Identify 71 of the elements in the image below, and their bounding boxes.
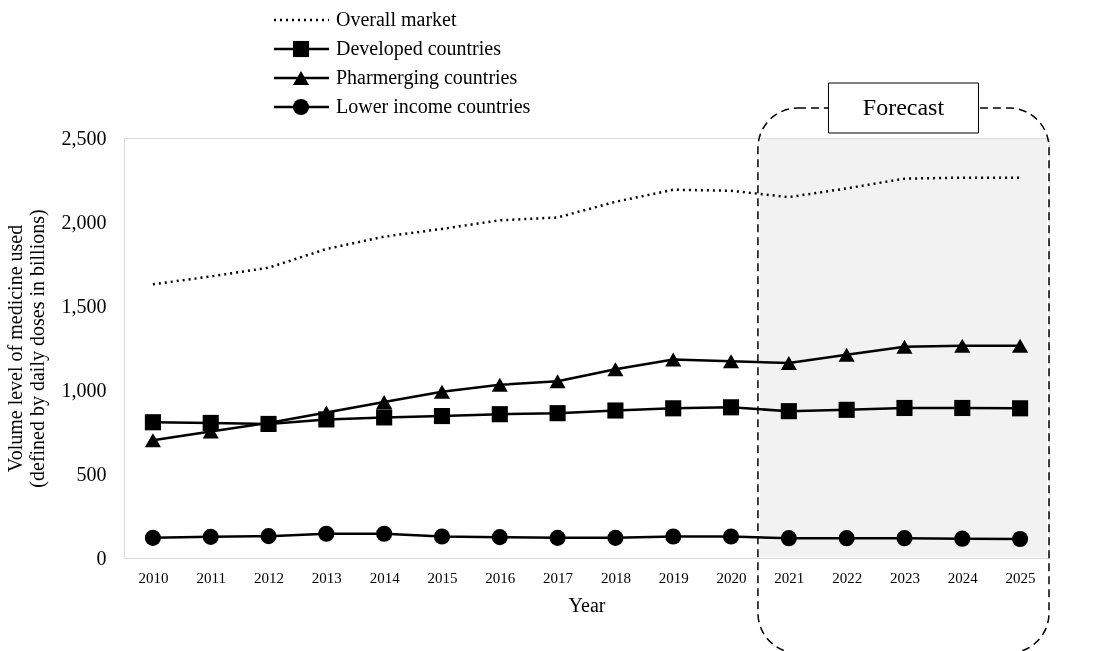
point (954, 530, 971, 547)
x-tick-label: 2023 (889, 569, 920, 586)
band-label: Forecast (862, 94, 945, 120)
point (491, 406, 508, 423)
x-tick-label: 2024 (947, 569, 979, 586)
x-tick-label: 2022 (832, 569, 863, 586)
point (780, 355, 797, 370)
legend-label: Overall market (336, 8, 457, 30)
y-tick-label: 2,000 (61, 210, 107, 233)
point (144, 414, 161, 431)
point (376, 409, 393, 426)
point (376, 525, 393, 542)
point (896, 399, 913, 417)
x-tick-label: 2025 (1005, 569, 1036, 586)
x-tick-label: 2017 (543, 569, 574, 586)
point (433, 407, 451, 425)
x-tick-label: 2019 (658, 569, 689, 586)
point (607, 402, 624, 419)
point (433, 528, 451, 545)
point (376, 395, 393, 410)
legend-label: Lower income countries (336, 95, 531, 117)
point (838, 530, 855, 547)
point (1012, 530, 1029, 548)
point (144, 433, 161, 448)
point (318, 525, 335, 542)
y-tick-label: 2,500 (61, 126, 107, 149)
y-tick-label: 1,500 (61, 294, 107, 317)
y-tick-label: 1,000 (61, 378, 107, 401)
point (549, 374, 566, 389)
x-tick-label: 2016 (485, 569, 516, 586)
point (722, 399, 740, 416)
point (260, 528, 277, 545)
point (433, 384, 451, 399)
x-tick-label: 2015 (427, 569, 458, 586)
legend-label: Developed countries (336, 37, 502, 60)
y-axis-title: Volume level of medicine used (defined by daily doses in billions) (3, 209, 49, 488)
x-tick-label: 2011 (196, 569, 226, 586)
point (549, 529, 566, 546)
point (202, 528, 219, 545)
point (549, 405, 566, 422)
y-tick-label: 500 (76, 462, 107, 485)
x-tick-label: 2020 (716, 569, 747, 586)
point (1012, 338, 1029, 353)
point (665, 400, 682, 417)
point (838, 401, 855, 418)
legend-label: Pharmerging countries (336, 66, 518, 89)
point (896, 530, 913, 547)
x-tick-label: 2014 (369, 569, 401, 586)
point (722, 354, 740, 369)
point (607, 529, 624, 546)
point (491, 529, 508, 546)
x-tick-label: 2012 (254, 569, 285, 586)
x-tick-label: 2021 (774, 569, 805, 586)
point (838, 347, 855, 362)
x-tick-label: 2018 (600, 569, 631, 586)
point (954, 399, 971, 417)
point (491, 377, 508, 392)
x-tick-label: 2010 (138, 569, 169, 586)
point (665, 352, 682, 367)
point (144, 529, 161, 546)
point (780, 530, 797, 547)
x-axis-title: Year (568, 593, 606, 616)
point (1012, 400, 1029, 417)
point (780, 403, 797, 420)
point (896, 339, 913, 354)
point (954, 338, 971, 353)
point (607, 362, 624, 377)
x-tick-label: 2013 (311, 569, 342, 586)
point (722, 528, 740, 545)
point (665, 528, 682, 545)
y-tick-label: 0 (96, 546, 107, 569)
